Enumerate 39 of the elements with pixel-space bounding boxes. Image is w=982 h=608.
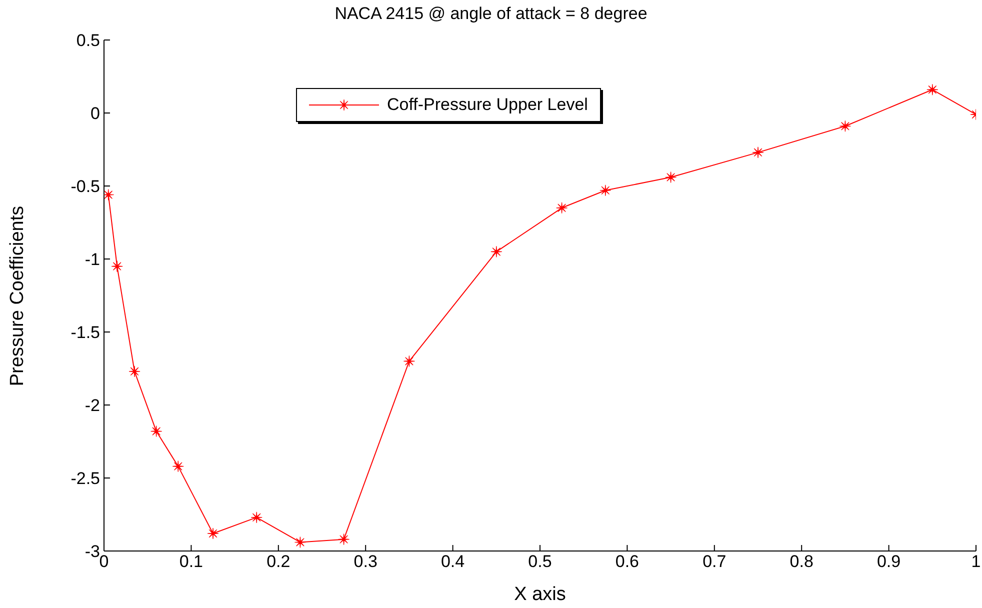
point: [104, 188, 114, 201]
point: [207, 528, 219, 540]
point: [128, 366, 140, 378]
x-tick-label: 0.1: [179, 552, 204, 572]
x-axis-title: X axis: [513, 584, 567, 606]
x-tick-label: 0.5: [528, 552, 552, 572]
x-tick-label: 0.3: [354, 552, 378, 572]
point: [490, 246, 502, 258]
point: [600, 184, 612, 196]
point: [338, 534, 350, 546]
point: [752, 146, 764, 158]
point: [172, 460, 184, 472]
y-tick-label: -3: [84, 542, 100, 562]
point: [926, 84, 938, 96]
y-tick-label: 0: [90, 104, 100, 124]
x-tick-label: 0.8: [790, 552, 814, 572]
point: [556, 202, 568, 214]
y-axis-title: Pressure Coefficients: [7, 206, 29, 386]
x-tick-label: 1: [971, 552, 981, 572]
x-tick-label: 0.4: [440, 552, 465, 572]
point: [839, 120, 851, 132]
point: [150, 425, 162, 438]
y-tick-label: -2: [84, 396, 100, 416]
y-tick-label: -1.5: [70, 323, 100, 342]
point: [294, 536, 306, 548]
point: [403, 355, 415, 367]
legend-label: Coff-Pressure Upper Level: [387, 95, 588, 115]
x-tick-label: 0.6: [615, 552, 640, 572]
point: [111, 260, 123, 272]
y-tick-label: -0.5: [70, 177, 100, 196]
point: [665, 171, 677, 184]
y-tick-label: 0.5: [76, 31, 100, 50]
chart-title: NACA 2415 @ angle of attack = 8 degree: [334, 4, 648, 24]
point: [250, 512, 262, 524]
x-tick-label: 0.7: [702, 552, 726, 572]
x-tick-label: 0.2: [266, 552, 290, 572]
y-tick-label: -2.5: [70, 469, 100, 488]
y-tick-label: -1: [84, 250, 100, 270]
x-tick-label: 0.9: [876, 552, 901, 572]
